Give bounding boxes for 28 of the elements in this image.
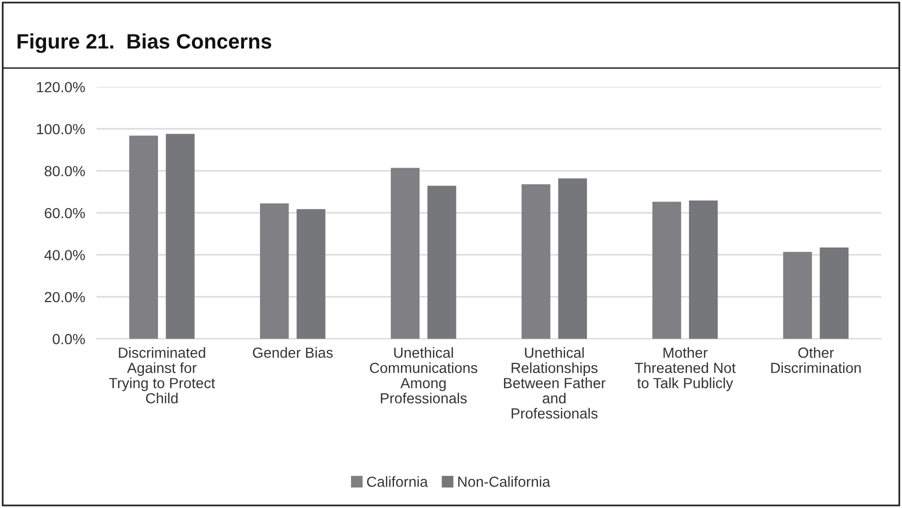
legend-label: Non-California: [458, 476, 550, 487]
x-tick-label: Unethical Communications Among Professionals: [370, 347, 478, 404]
y-tick-label: 0.0%: [52, 334, 85, 344]
bar: [390, 168, 420, 339]
bar: [296, 209, 326, 339]
legend-label: California: [367, 476, 428, 487]
bar: [652, 202, 682, 339]
x-tick-label: Gender Bias: [252, 347, 333, 358]
x-tick-label: Mother Threatened Not to Talk Publicly: [634, 347, 736, 392]
bar: [820, 248, 849, 339]
bar: [558, 178, 587, 339]
bar: [427, 186, 456, 339]
y-tick-label: 20.0%: [44, 292, 85, 302]
x-tick-label: Discriminated Against for Trying to Protect Child: [109, 347, 216, 404]
x-tick-label: Unethical Relationships Between Father and Professionals: [504, 347, 606, 419]
y-tick-label: 100.0%: [37, 124, 85, 134]
bar: [522, 184, 550, 339]
bar: [688, 200, 718, 339]
bar: [783, 252, 812, 339]
y-tick-label: 120.0%: [37, 82, 85, 92]
bar: [129, 136, 158, 339]
y-tick-label: 60.0%: [44, 208, 85, 218]
y-tick-label: 40.0%: [44, 250, 85, 260]
bar: [166, 134, 195, 339]
y-tick-label: 80.0%: [44, 166, 85, 176]
bar: [260, 203, 289, 339]
chart-title: Figure 21. Bias Concerns: [18, 33, 272, 53]
x-tick-label: Other Discrimination: [771, 347, 861, 374]
